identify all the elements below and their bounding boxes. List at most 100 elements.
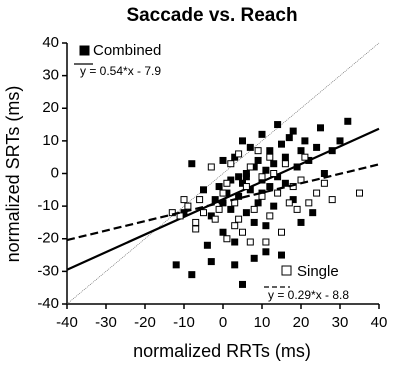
open-square-point bbox=[281, 160, 289, 168]
open-square-point bbox=[192, 218, 200, 226]
x-tick-label: -40 bbox=[56, 314, 78, 331]
y-tick-label: -20 bbox=[37, 230, 59, 247]
open-square-point bbox=[285, 199, 293, 207]
x-tick-label: 40 bbox=[371, 314, 388, 331]
filled-square-point bbox=[231, 261, 239, 269]
filled-square-point bbox=[262, 222, 270, 230]
filled-square-point bbox=[270, 202, 278, 210]
filled-square-point bbox=[281, 179, 289, 187]
filled-square-point bbox=[262, 166, 270, 174]
filled-square-point bbox=[281, 153, 289, 161]
open-square-point bbox=[215, 205, 223, 213]
filled-square-point bbox=[219, 228, 227, 236]
x-tick-label: -20 bbox=[134, 314, 156, 331]
open-square-point bbox=[235, 150, 243, 158]
x-tick-label: 30 bbox=[332, 314, 349, 331]
filled-square-point bbox=[270, 160, 278, 168]
open-square-point bbox=[254, 147, 262, 155]
open-square-point bbox=[239, 228, 246, 236]
filled-square-point bbox=[317, 124, 324, 132]
x-tick-label: -10 bbox=[173, 314, 195, 331]
filled-square-point bbox=[215, 183, 223, 191]
filled-square-point bbox=[235, 173, 243, 181]
open-square-point bbox=[250, 205, 258, 213]
open-square-point bbox=[258, 173, 266, 181]
x-tick-label: -30 bbox=[95, 314, 117, 331]
filled-square-point bbox=[242, 173, 250, 181]
y-tick-label: 10 bbox=[42, 132, 59, 149]
filled-square-point bbox=[258, 130, 266, 138]
legend-marker bbox=[281, 265, 292, 276]
fit-equation: y = 0.29*x - 8.8 bbox=[268, 288, 349, 302]
filled-square-point bbox=[278, 140, 285, 148]
open-square-point bbox=[223, 235, 231, 243]
filled-square-point bbox=[250, 218, 258, 226]
open-square-point bbox=[242, 183, 250, 191]
filled-square-point bbox=[336, 137, 344, 145]
open-square-point bbox=[274, 189, 282, 197]
y-tick-label: 0 bbox=[51, 164, 59, 181]
y-axis-title: normalized SRTs (ms) bbox=[3, 86, 23, 263]
regression-line bbox=[66, 163, 380, 242]
filled-square-point bbox=[266, 183, 274, 191]
filled-square-point bbox=[250, 254, 258, 262]
filled-square-point bbox=[172, 261, 180, 269]
filled-square-point bbox=[344, 117, 352, 125]
open-square-point bbox=[266, 212, 274, 220]
open-square-point bbox=[293, 205, 301, 213]
open-square-point bbox=[356, 189, 363, 197]
open-square-point bbox=[176, 212, 184, 220]
legend-marker bbox=[79, 45, 90, 56]
open-square-point bbox=[231, 222, 239, 230]
fit-equation: y = 0.54*x - 7.9 bbox=[80, 64, 161, 78]
open-square-point bbox=[180, 196, 188, 204]
filled-square-point bbox=[227, 205, 235, 213]
filled-square-point bbox=[289, 127, 297, 135]
filled-square-point bbox=[203, 241, 211, 249]
open-square-point bbox=[223, 179, 231, 187]
open-square-point bbox=[246, 163, 254, 171]
open-square-point bbox=[270, 170, 278, 177]
y-tick-label: 40 bbox=[42, 34, 59, 51]
filled-square-point bbox=[207, 258, 215, 266]
y-tick-label: -40 bbox=[37, 295, 59, 312]
y-tick-label: 30 bbox=[42, 67, 59, 84]
filled-square-point bbox=[254, 199, 262, 207]
filled-square-point bbox=[239, 137, 246, 145]
filled-square-point bbox=[313, 143, 321, 151]
filled-square-point bbox=[188, 271, 196, 279]
filled-square-point bbox=[254, 156, 262, 164]
filled-square-point bbox=[188, 160, 196, 168]
open-square-point bbox=[278, 228, 285, 236]
chart-title: Saccade vs. Reach bbox=[126, 5, 297, 26]
open-square-point bbox=[219, 189, 227, 197]
filled-square-point bbox=[246, 143, 254, 151]
open-square-point bbox=[196, 196, 204, 204]
open-square-point bbox=[313, 189, 321, 197]
filled-square-point bbox=[239, 280, 246, 288]
filled-square-point bbox=[278, 251, 285, 259]
filled-square-point bbox=[297, 147, 305, 155]
filled-square-point bbox=[242, 209, 250, 217]
open-square-point bbox=[200, 209, 207, 217]
open-square-point bbox=[305, 199, 313, 207]
open-square-point bbox=[262, 238, 270, 246]
open-square-point bbox=[207, 163, 215, 171]
open-square-point bbox=[184, 202, 192, 210]
open-square-point bbox=[266, 153, 274, 161]
x-tick-label: 10 bbox=[254, 314, 271, 331]
legend-label: Single bbox=[297, 263, 339, 280]
y-tick-label: 20 bbox=[42, 99, 59, 116]
open-square-point bbox=[301, 153, 309, 161]
open-square-point bbox=[320, 179, 328, 187]
filled-square-point bbox=[266, 147, 274, 155]
filled-square-point bbox=[309, 209, 317, 217]
filled-square-point bbox=[285, 134, 293, 142]
filled-square-point bbox=[219, 156, 227, 164]
open-square-point bbox=[246, 238, 254, 246]
open-square-point bbox=[258, 192, 266, 200]
filled-square-point bbox=[301, 137, 309, 145]
regression-line bbox=[66, 127, 380, 271]
x-axis-title: normalized RRTs (ms) bbox=[133, 341, 311, 361]
